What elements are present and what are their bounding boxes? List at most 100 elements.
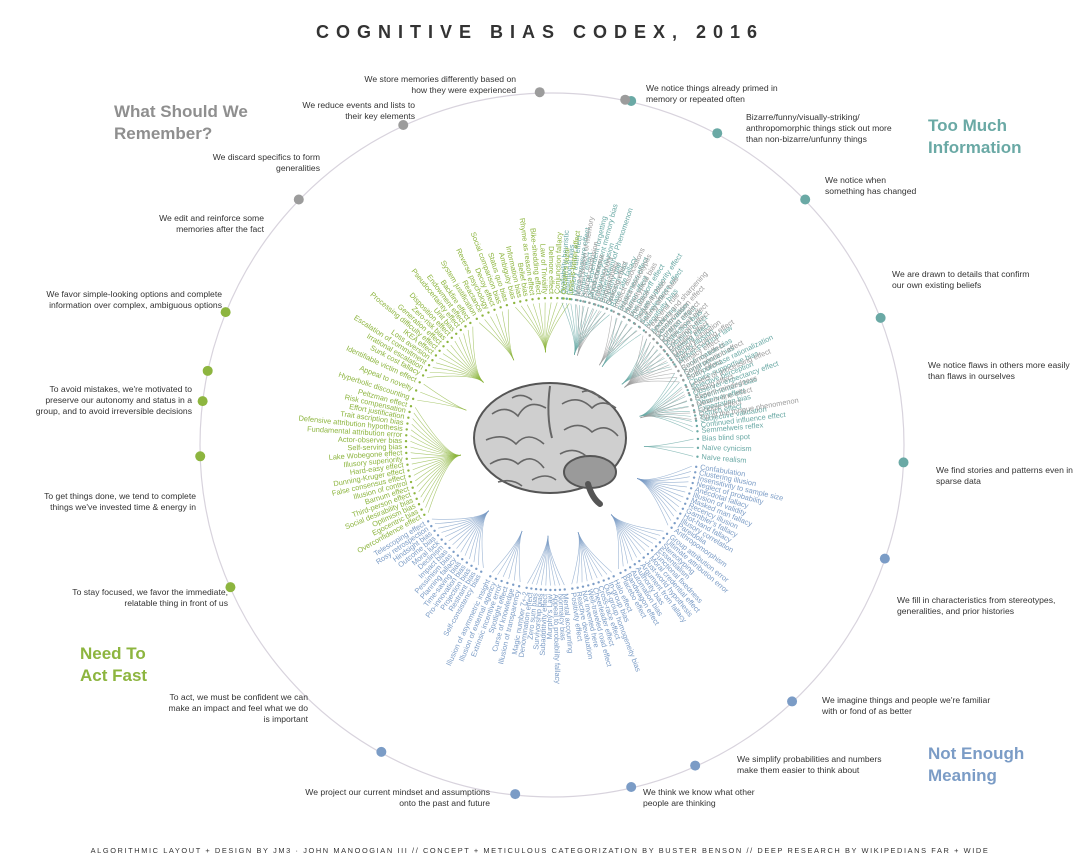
- bias-node: [417, 503, 421, 506]
- bias-node: [652, 337, 655, 341]
- bias-node: [456, 554, 460, 557]
- bias-node: [480, 570, 483, 573]
- bias-node: [681, 507, 685, 510]
- bias-node: [638, 326, 642, 329]
- group-note: We simplify probabilities and numbers ma…: [737, 754, 882, 775]
- bias-node: [642, 329, 646, 332]
- page-title: COGNITIVE BIAS CODEX, 2016: [315, 22, 765, 42]
- branch-line: [456, 510, 489, 549]
- group-note: We notice things already primed in memor…: [646, 83, 778, 104]
- bias-node: [489, 575, 492, 578]
- bias-node: [448, 546, 451, 550]
- group-note: We imagine things and people we're famil…: [822, 695, 991, 716]
- bias-node: [642, 556, 645, 559]
- bias-node: [684, 502, 687, 505]
- bias-node: [607, 577, 610, 580]
- bias-node: [617, 313, 621, 316]
- group-dot: [197, 396, 208, 407]
- branch-line: [431, 510, 489, 520]
- bias-label: Survivorship bias: [531, 593, 544, 650]
- bias-node: [450, 336, 454, 340]
- bias-node: [433, 529, 436, 532]
- quadrant-title-line: Act Fast: [80, 666, 148, 685]
- branch-line: [637, 476, 690, 481]
- branch-line: [566, 303, 576, 355]
- branch-line: [601, 333, 642, 368]
- bias-node: [494, 577, 498, 580]
- bias-node: [670, 526, 673, 529]
- branch-line: [545, 303, 570, 353]
- bias-node: [696, 430, 699, 433]
- bias-node: [654, 545, 658, 548]
- branch-line: [472, 326, 484, 383]
- bias-node: [592, 582, 595, 586]
- bias-node: [576, 299, 579, 302]
- bias-node: [519, 300, 522, 303]
- quadrant-title-act: Need To Act Fast: [80, 643, 147, 687]
- bias-node: [565, 297, 569, 300]
- bias-node: [409, 405, 413, 408]
- branch-line: [416, 454, 461, 487]
- bias-node: [571, 587, 574, 590]
- group-dot: [510, 789, 521, 800]
- bias-node: [671, 361, 675, 364]
- bias-node: [556, 296, 559, 300]
- bias-label: Appeal to probability fallacy: [551, 594, 562, 684]
- bias-node: [659, 345, 662, 348]
- bias-node: [610, 309, 613, 312]
- bias-node: [563, 588, 566, 591]
- bias-label: Normalcy bias: [556, 594, 568, 642]
- group-note: We edit and reinforce some memories afte…: [159, 213, 264, 234]
- bias-node: [593, 303, 597, 306]
- quadrant-title-line: Not Enough: [928, 744, 1025, 763]
- group-dot: [293, 194, 304, 205]
- branch-line: [599, 327, 633, 366]
- branch-lines: [410, 302, 694, 586]
- bias-node: [408, 475, 411, 478]
- bias-node: [695, 424, 699, 428]
- group-note: To get things done, we tend to complete …: [44, 491, 196, 512]
- bias-node: [650, 549, 654, 552]
- quadrant-title-line: Need To: [80, 644, 146, 663]
- bias-node: [493, 308, 496, 312]
- quadrant-title-remember: What Should We Remember?: [114, 101, 248, 145]
- bias-label: Conjunction fallacy: [552, 232, 563, 295]
- bias-node: [692, 409, 696, 412]
- branch-line: [413, 412, 461, 456]
- group-dot: [712, 128, 723, 139]
- branch-line: [577, 532, 613, 573]
- bias-label: Self-serving bias: [347, 442, 402, 452]
- branch-line: [624, 380, 680, 388]
- bias-node: [405, 434, 408, 437]
- bias-node: [665, 532, 669, 536]
- group-note: We reduce events and lists to their key …: [302, 100, 415, 121]
- bias-node: [405, 428, 408, 431]
- quadrant-title-meaning: Not Enough Meaning: [928, 743, 1024, 787]
- group-dot: [626, 781, 637, 792]
- group-note: Bizarre/funny/visually-striking/ anthrop…: [746, 112, 892, 144]
- bias-node: [469, 321, 472, 325]
- group-dot: [875, 312, 886, 323]
- bias-node: [430, 524, 433, 528]
- bias-node: [409, 480, 413, 484]
- bias-node: [414, 389, 418, 392]
- quadrant-title-information: Too Much Information: [928, 115, 1022, 159]
- bias-node: [512, 583, 515, 586]
- branch-line: [414, 407, 461, 456]
- bias-node: [588, 301, 591, 305]
- bias-node: [695, 465, 698, 469]
- bias-node: [576, 586, 579, 589]
- bias-node: [673, 363, 676, 366]
- bias-node: [537, 297, 540, 300]
- group-dot: [376, 746, 387, 757]
- group-note: We fill in characteristics from stereoty…: [897, 595, 1056, 616]
- bias-node: [644, 330, 648, 334]
- bias-node: [638, 559, 641, 563]
- bias-node: [694, 419, 698, 422]
- bias-node: [407, 469, 410, 472]
- bias-node: [692, 476, 696, 479]
- bias-node: [436, 534, 440, 537]
- bias-node: [549, 296, 553, 300]
- branch-line: [640, 415, 692, 420]
- bias-node: [686, 388, 689, 392]
